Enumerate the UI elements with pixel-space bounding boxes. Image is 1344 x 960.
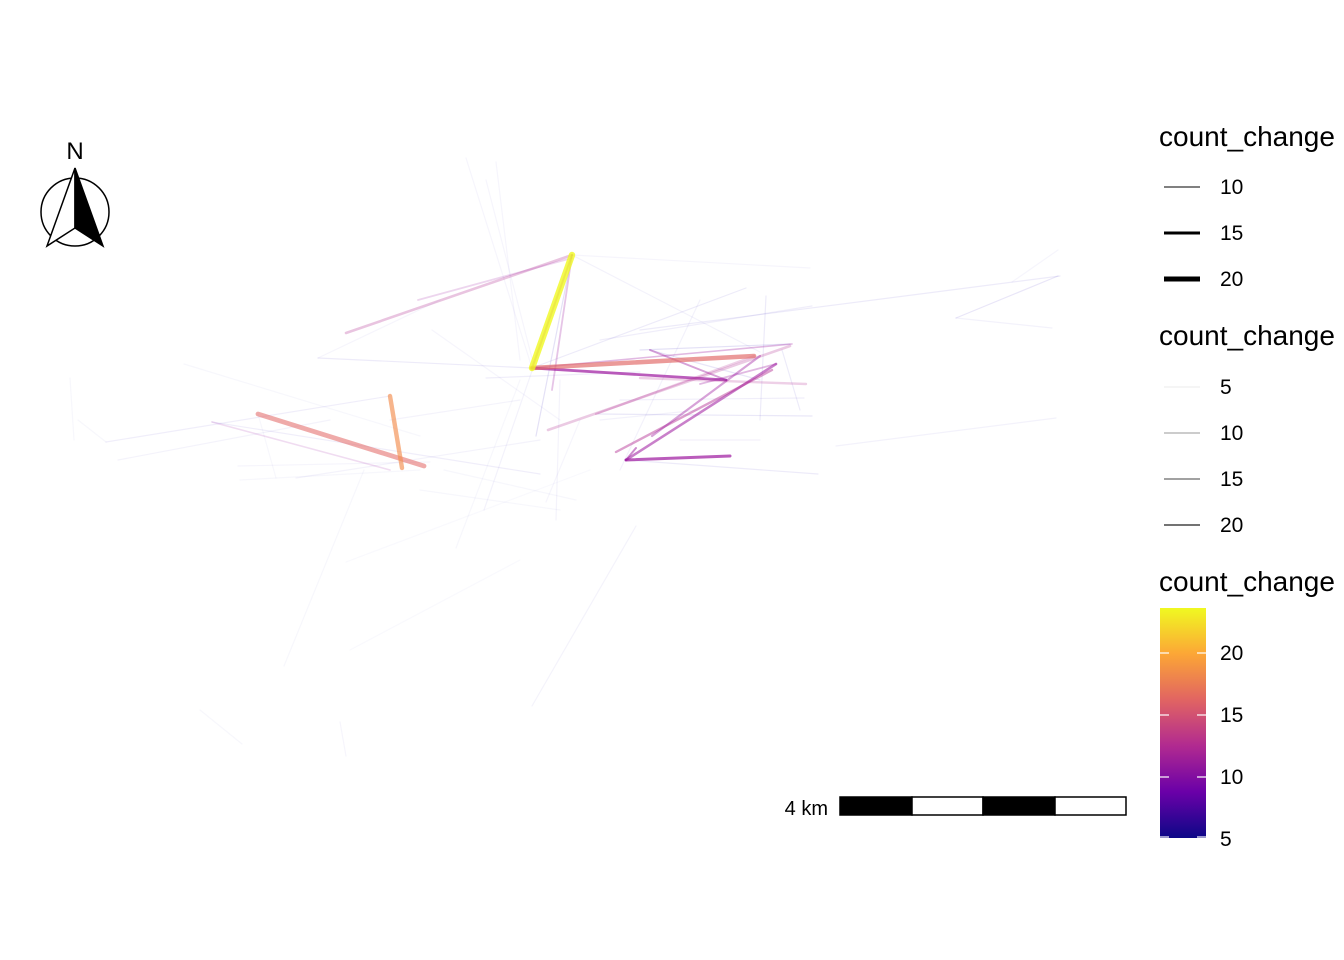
legend-alpha-label: 15: [1220, 468, 1243, 491]
legend-colorbar: [1160, 608, 1206, 838]
legend-width-label: 10: [1220, 176, 1243, 199]
faint-flow-lines: [69, 157, 1061, 757]
legend-alpha-label: 20: [1220, 514, 1243, 537]
scale-bar-segment: [982, 796, 1056, 816]
north-arrow: N: [40, 138, 110, 248]
legend-color-title: count_change: [1159, 566, 1335, 597]
strong-flow-lines: [255, 251, 757, 471]
legend-color-label: 10: [1220, 766, 1243, 789]
legend-alpha-label: 10: [1220, 422, 1243, 445]
scale-bar-segment: [839, 796, 913, 816]
scale-bar-label: 4 km: [785, 798, 828, 820]
legend-alpha: count_change 5 10 15 20: [1159, 320, 1335, 537]
legend-width: count_change 10 15 20: [1159, 121, 1335, 291]
legend-color-label: 20: [1220, 642, 1243, 665]
legend-color-label: 15: [1220, 704, 1243, 727]
north-label: N: [66, 138, 83, 165]
north-arrow-left-half: [45, 167, 76, 248]
legend-width-title: count_change: [1159, 121, 1335, 152]
legend-color-label: 5: [1220, 828, 1232, 851]
scale-bar-segment: [1054, 796, 1127, 816]
legend-width-label: 20: [1220, 268, 1243, 291]
legend-color: count_change 20 15 10 5: [1159, 566, 1335, 851]
legend-width-label: 15: [1220, 222, 1243, 245]
scale-bar: 4 km: [785, 796, 1127, 820]
scale-bar-segment: [911, 796, 984, 816]
legend-alpha-label: 5: [1220, 376, 1232, 399]
north-arrow-right-half: [74, 167, 105, 248]
legend-alpha-title: count_change: [1159, 320, 1335, 351]
